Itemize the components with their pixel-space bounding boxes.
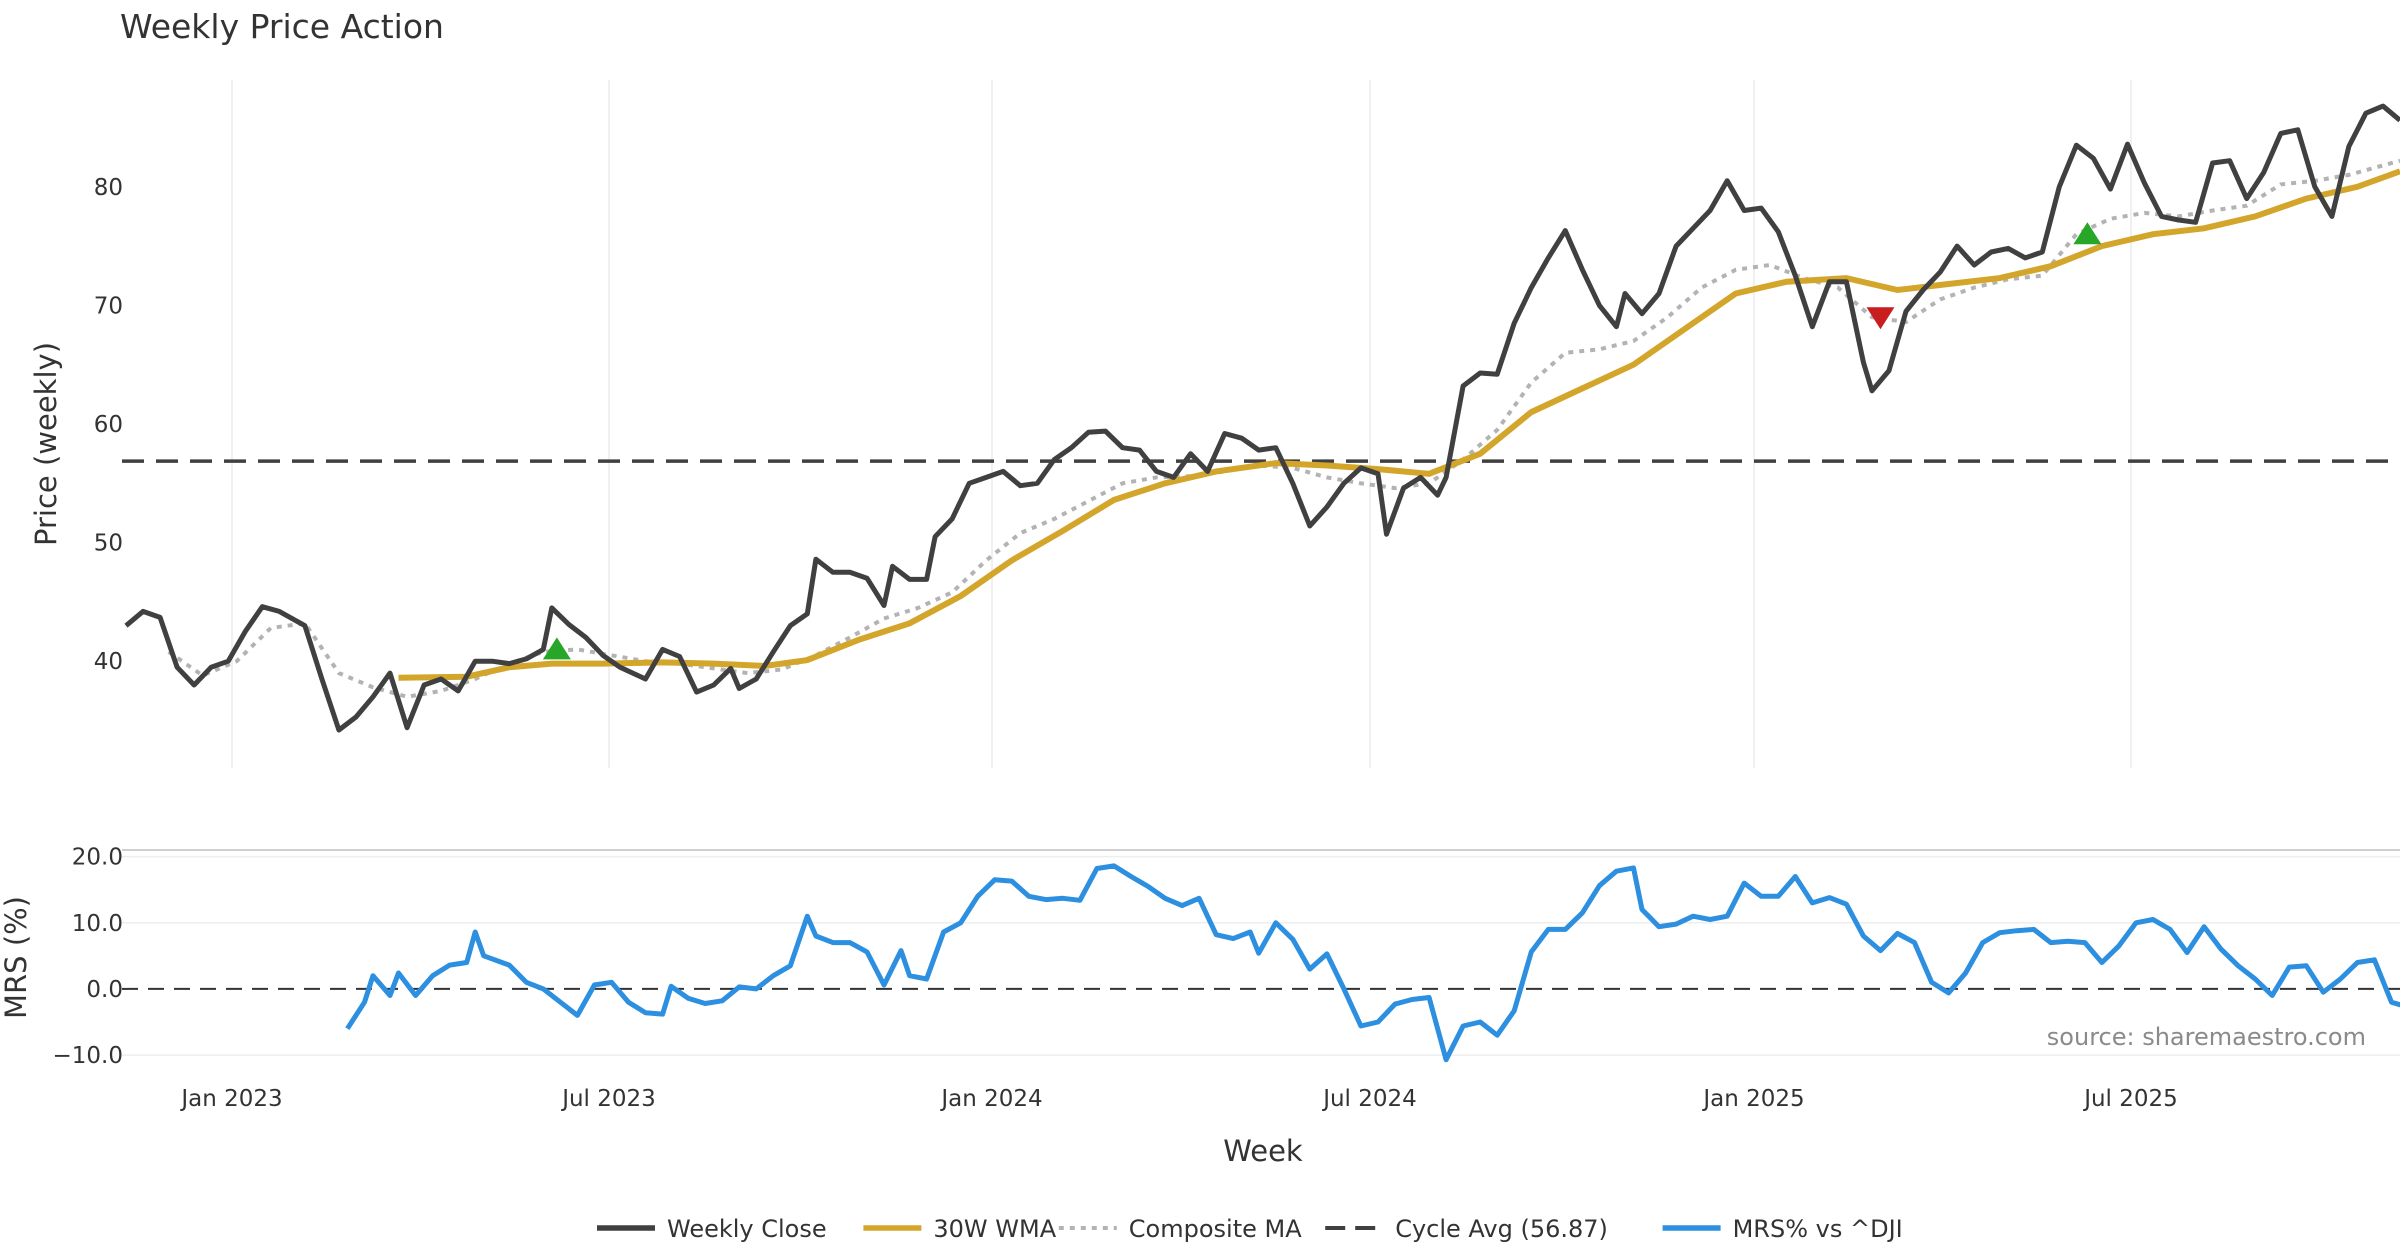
mrs-y-tick-label: 0.0 [86,977,123,1003]
x-tick-label: Jul 2025 [2082,1086,2178,1112]
mrs-y-tick-label: 10.0 [72,911,123,937]
legend-entry: Weekly Close [597,1215,827,1243]
mrs-y-label: MRS (%) [0,896,33,1019]
x-tick-label: Jul 2024 [1321,1086,1417,1112]
price-y-tick-label: 80 [94,175,123,201]
mrs-y-ticks: 20.0 10.0 0.0 −10.0 [53,845,123,1069]
price-y-tick-label: 60 [94,412,123,438]
legend-label: 30W WMA [933,1215,1056,1243]
legend-label: Weekly Close [667,1215,827,1243]
signal-markers [542,222,2102,660]
legend-label: Composite MA [1129,1215,1302,1243]
legend: Weekly Close 30W WMA Composite MA Cycle Avg… [597,1215,1903,1243]
legend-entry: 30W WMA [863,1215,1057,1243]
x-axis-ticks: Jan 2023 Jul 2023 Jan 2024 Jul 2024 Jan 2025… [179,1086,2177,1112]
legend-entry: Composite MA [1058,1215,1302,1243]
x-tick-label: Jul 2023 [560,1086,656,1112]
sell-signal-marker [1866,307,1895,330]
legend-label: MRS% vs ^DJI [1733,1215,1903,1243]
price-y-label: Price (weekly) [29,342,63,546]
buy-signal-marker [542,637,571,660]
mrs-y-tick-label: 20.0 [72,845,123,871]
mrs-y-tick-label: −10.0 [53,1043,123,1069]
price-y-tick-label: 50 [94,531,123,557]
price-y-tick-label: 70 [94,293,123,319]
mrs-y-grid [122,855,2400,1056]
weekly-close-line [124,103,2400,733]
x-tick-label: Jan 2024 [939,1086,1042,1112]
price-y-tick-label: 40 [94,649,123,675]
price-y-ticks: 40 50 60 70 80 [94,175,123,675]
buy-signal-marker [2073,222,2102,245]
source-credit: source: sharemaestro.com [2047,1023,2366,1051]
legend-entry: MRS% vs ^DJI [1662,1215,1903,1243]
wma-30w-line [398,168,2400,681]
x-tick-label: Jan 2025 [1701,1086,1804,1112]
composite-ma-line [167,158,2400,699]
mrs-line [345,863,2400,1063]
x-tick-label: Jan 2023 [179,1086,282,1112]
chart-title: Weekly Price Action [120,7,444,46]
legend-label: Cycle Avg (56.87) [1395,1215,1608,1243]
legend-entry: Cycle Avg (56.87) [1325,1215,1608,1243]
x-axis-label: Week [1223,1134,1303,1168]
